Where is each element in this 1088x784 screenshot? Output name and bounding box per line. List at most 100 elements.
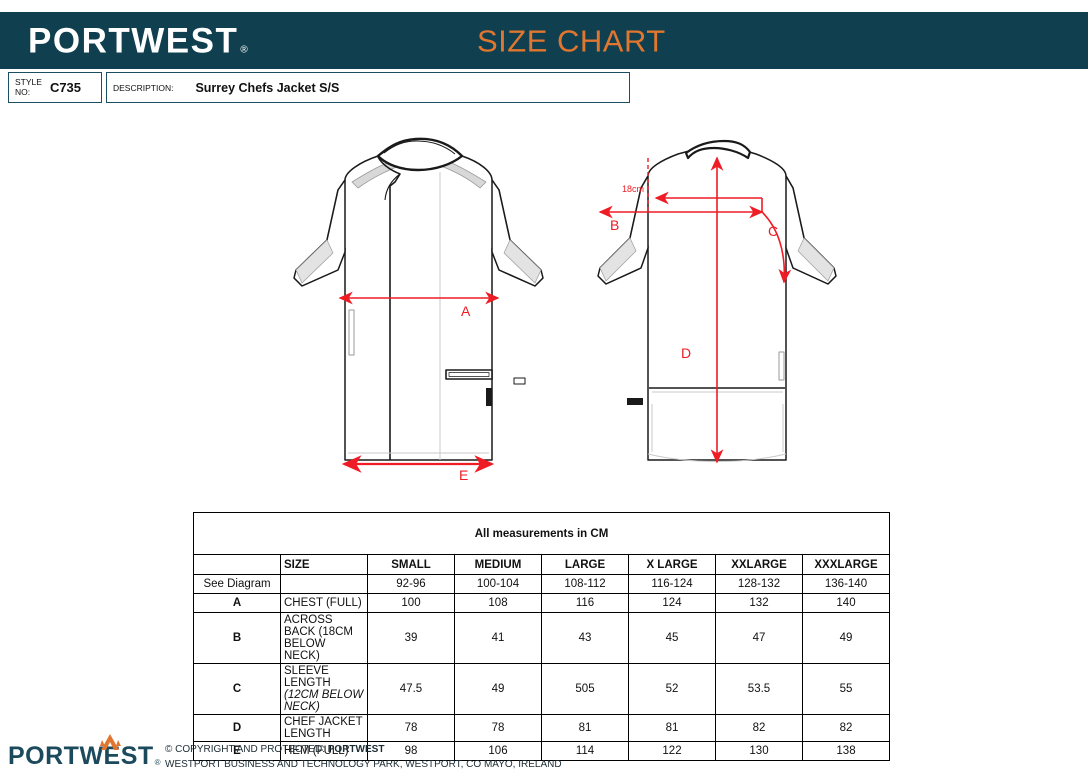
row-value: 53.5 xyxy=(715,663,803,715)
style-no-value: C735 xyxy=(49,80,82,95)
row-value: 116 xyxy=(541,593,629,613)
page-title: SIZE CHART xyxy=(477,23,666,58)
portwest-logo-text: PORTWEST xyxy=(28,21,239,60)
header-size-xlarge: X LARGE xyxy=(628,554,716,575)
portwest-logo: PORTWEST ® xyxy=(28,23,249,58)
description-box: DESCRIPTION: Surrey Chefs Jacket S/S xyxy=(106,72,630,103)
row-desc-text: CHEST (FULL) xyxy=(284,597,362,609)
table-title: All measurements in CM xyxy=(193,512,890,555)
row-value: 82 xyxy=(802,714,890,742)
header-size-xxxlarge: XXXLARGE xyxy=(802,554,890,575)
row-desc: CHEF JACKET LENGTH xyxy=(280,714,368,742)
footer-portwest-logo: PORTWEST ® xyxy=(8,744,161,769)
row-key: A xyxy=(193,593,281,613)
measure-arrow-c: C xyxy=(654,191,792,284)
table-row: A CHEST (FULL) 100 108 116 124 132 140 xyxy=(193,593,890,613)
chevron-icon xyxy=(93,734,127,755)
row-value: 39 xyxy=(367,612,455,664)
row-value: 114 xyxy=(541,741,629,761)
row-key: C xyxy=(193,663,281,715)
see-diagram-label: See Diagram xyxy=(193,574,281,594)
row-value: 81 xyxy=(541,714,629,742)
garment-diagrams: A E 18cm B xyxy=(0,120,1088,500)
measure-arrow-a: A xyxy=(338,291,500,319)
row-value: 132 xyxy=(715,593,803,613)
style-description-bar: STYLE NO: C735 DESCRIPTION: Surrey Chefs… xyxy=(8,72,630,103)
row-value: 505 xyxy=(541,663,629,715)
range-xxxlarge: 136-140 xyxy=(802,574,890,594)
row-value: 47 xyxy=(715,612,803,664)
row-value: 124 xyxy=(628,593,716,613)
row-value: 78 xyxy=(367,714,455,742)
row-value: 100 xyxy=(367,593,455,613)
measure-label-e: E xyxy=(459,467,468,483)
header-size-large: LARGE xyxy=(541,554,629,575)
page-header: PORTWEST ® SIZE CHART xyxy=(0,12,1088,69)
table-row: C SLEEVE LENGTH (12CM BELOW NECK) 47.5 4… xyxy=(193,663,890,715)
row-desc: ACROSS BACK (18CM BELOW NECK) xyxy=(280,612,368,664)
range-small: 92-96 xyxy=(367,574,455,594)
range-xxlarge: 128-132 xyxy=(715,574,803,594)
row-value: 49 xyxy=(454,663,542,715)
chef-jacket-front-view xyxy=(293,137,544,461)
row-value: 49 xyxy=(802,612,890,664)
row-value: 41 xyxy=(454,612,542,664)
style-no-box: STYLE NO: C735 xyxy=(8,72,102,103)
size-chart-table: All measurements in CM SIZE SMALL MEDIUM… xyxy=(193,512,890,761)
measure-label-b: B xyxy=(610,217,619,233)
row-value: 47.5 xyxy=(367,663,455,715)
row-value: 138 xyxy=(802,741,890,761)
row-desc-italic: (12CM BELOW NECK) xyxy=(284,689,364,713)
table-range-row: See Diagram 92-96 100-104 108-112 116-12… xyxy=(193,574,890,594)
registered-mark-icon: ® xyxy=(240,44,250,55)
page-footer: PORTWEST ® © COPYRIGHT AND PROTECTED: POR… xyxy=(0,730,1088,784)
row-value: 52 xyxy=(628,663,716,715)
row-desc-text: ACROSS BACK (18CM BELOW NECK) xyxy=(284,614,354,662)
row-value: 55 xyxy=(802,663,890,715)
measure-arrow-d: D xyxy=(681,156,724,464)
range-xlarge: 116-124 xyxy=(628,574,716,594)
measure-label-d: D xyxy=(681,345,691,361)
row-value: 78 xyxy=(454,714,542,742)
header-size-label: SIZE xyxy=(280,554,368,575)
table-row: E HEM (FULL) 98 106 114 122 130 138 xyxy=(193,741,890,761)
style-no-label: STYLE NO: xyxy=(15,77,42,97)
footer-copyright-brand: PORTWEST xyxy=(327,744,385,755)
row-desc-text: CHEF JACKET LENGTH xyxy=(284,716,363,740)
description-value: Surrey Chefs Jacket S/S xyxy=(195,80,340,95)
row-value: 140 xyxy=(802,593,890,613)
header-size-small: SMALL xyxy=(367,554,455,575)
footer-copyright-prefix: © COPYRIGHT AND PROTECTED: xyxy=(165,744,328,755)
row-value: 98 xyxy=(367,741,455,761)
measure-label-a: A xyxy=(461,303,471,319)
row-key: E xyxy=(193,741,281,761)
row-value: 82 xyxy=(715,714,803,742)
row-value: 45 xyxy=(628,612,716,664)
footer-copyright: © COPYRIGHT AND PROTECTED: PORTWEST WEST… xyxy=(165,742,562,772)
row-desc: CHEST (FULL) xyxy=(280,593,368,613)
header-size-medium: MEDIUM xyxy=(454,554,542,575)
description-label: DESCRIPTION: xyxy=(113,82,174,93)
row-desc-text: HEM (FULL) xyxy=(284,745,349,757)
annotation-18cm: 18cm xyxy=(622,158,649,212)
measure-arrow-e: E xyxy=(341,455,495,483)
annotation-18cm-label: 18cm xyxy=(622,184,644,194)
row-key: B xyxy=(193,612,281,664)
footer-line-2: WESTPORT BUSINESS AND TECHNOLOGY PARK, W… xyxy=(165,759,562,770)
measure-label-c: C xyxy=(768,223,778,239)
row-value: 106 xyxy=(454,741,542,761)
table-row: B ACROSS BACK (18CM BELOW NECK) 39 41 43… xyxy=(193,612,890,664)
footer-registered-mark-icon: ® xyxy=(154,758,162,767)
row-value: 81 xyxy=(628,714,716,742)
row-desc: SLEEVE LENGTH (12CM BELOW NECK) xyxy=(280,663,368,715)
range-medium: 100-104 xyxy=(454,574,542,594)
row-value: 108 xyxy=(454,593,542,613)
row-desc-text: SLEEVE LENGTH xyxy=(284,665,331,689)
size-chart-table-wrap: All measurements in CM SIZE SMALL MEDIUM… xyxy=(193,512,890,761)
row-value: 130 xyxy=(715,741,803,761)
row-value: 122 xyxy=(628,741,716,761)
table-row: D CHEF JACKET LENGTH 78 78 81 81 82 82 xyxy=(193,714,890,742)
table-header-row: SIZE SMALL MEDIUM LARGE X LARGE XXLARGE … xyxy=(193,554,890,575)
header-size-xxlarge: XXLARGE xyxy=(715,554,803,575)
row-value: 43 xyxy=(541,612,629,664)
